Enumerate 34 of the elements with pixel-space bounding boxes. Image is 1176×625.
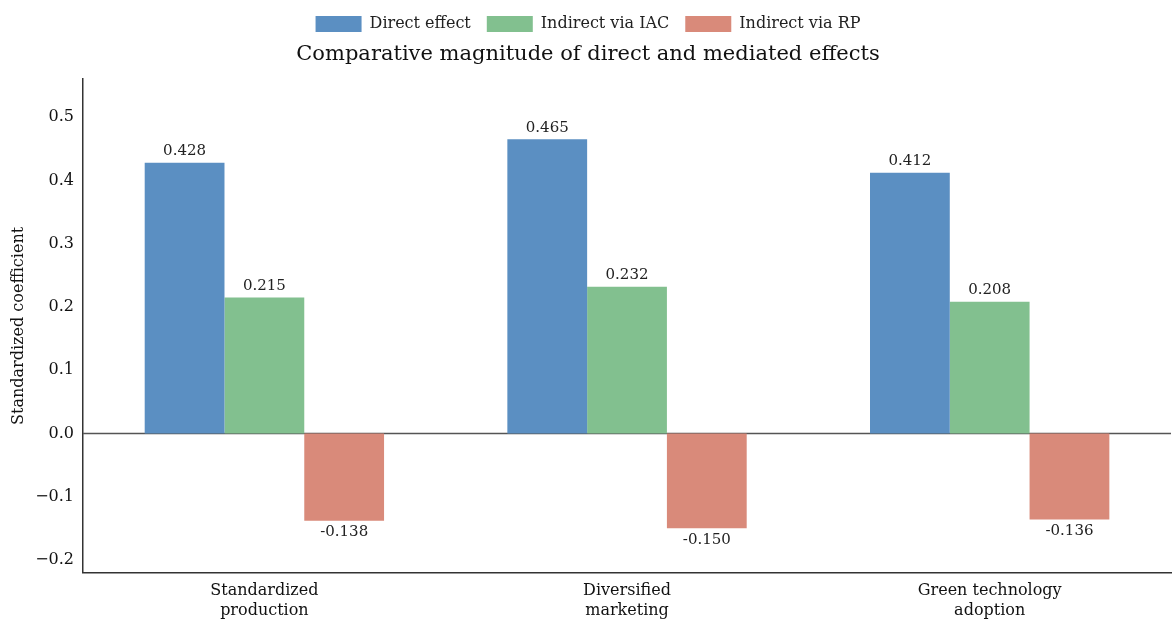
bar (666, 433, 747, 529)
data-label: 0.465 (525, 117, 569, 136)
y-tick-label: 0.4 (48, 169, 75, 189)
y-tick-label: 0.0 (48, 422, 75, 442)
legend-label: Indirect via IAC (540, 13, 670, 33)
y-tick-label: 0.5 (48, 106, 75, 126)
data-label: 0.428 (163, 141, 207, 160)
bar (587, 286, 667, 434)
x-tick-label: Green technology adoption (917, 580, 1062, 619)
bar (507, 139, 588, 434)
y-tick-label: 0.3 (48, 232, 75, 252)
y-tick-label: 0.2 (48, 296, 75, 316)
y-tick-label: 0.1 (48, 359, 75, 379)
chart-title: Comparative magnitude of direct and mediated effects (296, 41, 880, 66)
x-tick-label: Diversified marketing (583, 580, 671, 619)
bar (304, 433, 385, 521)
legend-label: Indirect via RP (739, 13, 861, 33)
data-label: 0.215 (242, 275, 286, 294)
data-label: -0.136 (1045, 520, 1094, 539)
x-tick-label: Standardized production (210, 580, 319, 619)
y-axis-title: Standardized coefficient (7, 226, 27, 425)
legend-label: Direct effect (369, 13, 472, 33)
data-label: -0.150 (682, 529, 731, 548)
data-label: 0.412 (888, 151, 932, 170)
bar (144, 162, 225, 434)
data-label: -0.138 (320, 522, 369, 541)
data-label: 0.208 (968, 280, 1012, 299)
bar (949, 301, 1030, 434)
bar (1029, 433, 1110, 520)
bar (870, 172, 950, 434)
y-tick-label: −0.2 (35, 549, 75, 569)
y-tick-label: −0.1 (35, 485, 75, 505)
bar (224, 297, 305, 434)
data-label: 0.232 (605, 265, 649, 284)
